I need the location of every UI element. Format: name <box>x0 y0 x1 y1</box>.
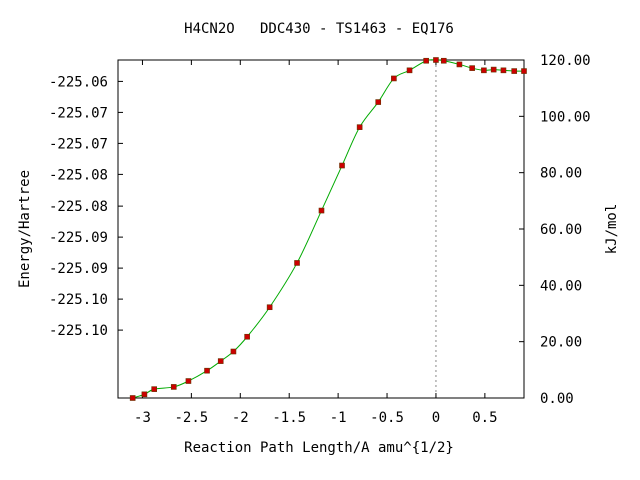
x-tick-label: -1 <box>330 410 347 426</box>
y-tick-label: -225.10 <box>49 292 108 308</box>
data-point <box>521 68 527 74</box>
y2-axis-label: kJ/mol <box>604 204 620 255</box>
y2-tick-label: 100.00 <box>540 109 591 125</box>
x-axis-ticks: -3 -2.5 -2 -1.5 -1 -0.5 0 0.5 <box>134 60 498 426</box>
y-tick-label: -225.07 <box>49 136 108 152</box>
data-point <box>230 348 237 355</box>
data-point <box>141 391 148 398</box>
y2-tick-label: 80.00 <box>540 166 582 182</box>
x-tick-label: 0.5 <box>472 410 497 426</box>
data-point <box>490 66 497 73</box>
y2-axis-ticks: 0.00 20.00 40.00 60.00 80.00 100.00 120.00 <box>519 53 591 407</box>
y2-tick-label: 40.00 <box>540 278 582 294</box>
x-tick-label: -0.5 <box>370 410 404 426</box>
data-point <box>469 65 475 71</box>
x-tick-label: -2.5 <box>175 410 209 426</box>
x-tick-label: -2 <box>232 410 249 426</box>
data-point <box>217 358 224 364</box>
y-tick-label: -225.06 <box>49 74 108 90</box>
data-point <box>391 75 397 82</box>
data-point <box>204 367 210 374</box>
data-point <box>456 61 463 68</box>
data-point <box>129 395 136 401</box>
data-point <box>423 57 429 64</box>
x-tick-label: -1.5 <box>272 410 306 426</box>
x-tick-label: 0 <box>432 410 440 426</box>
y2-tick-label: 20.00 <box>540 335 582 351</box>
data-point <box>185 378 192 384</box>
data-points <box>129 57 527 401</box>
plot-frame <box>117 59 525 399</box>
y-tick-label: -225.09 <box>49 261 108 277</box>
y-tick-label: -225.08 <box>49 199 108 215</box>
y-axis-label: Energy/Hartree <box>17 170 33 288</box>
data-point <box>356 124 363 130</box>
data-point <box>294 260 300 266</box>
data-point <box>244 333 250 340</box>
y-tick-label: -225.08 <box>49 167 108 183</box>
data-point <box>406 67 413 74</box>
chart-title: H4CN2O DDC430 - TS1463 - EQ176 <box>184 21 454 37</box>
y2-tick-label: 0.00 <box>540 391 574 407</box>
data-point <box>433 57 439 63</box>
data-point <box>511 68 518 74</box>
data-point <box>266 304 273 311</box>
data-point <box>151 386 157 392</box>
data-point <box>170 384 177 390</box>
data-point <box>500 67 507 74</box>
data-point <box>318 207 325 214</box>
data-point <box>375 99 382 105</box>
energy-curve <box>132 59 525 399</box>
y-tick-label: -225.10 <box>49 323 108 339</box>
y2-tick-label: 60.00 <box>540 222 582 238</box>
data-point <box>440 57 447 64</box>
y-tick-label: -225.09 <box>49 230 108 246</box>
data-point <box>339 162 345 169</box>
y-tick-label: -225.07 <box>49 105 108 121</box>
x-tick-label: -3 <box>134 410 151 426</box>
data-point <box>481 67 487 74</box>
y-axis-ticks: -225.06 -225.07 -225.07 -225.08 -225.08 -225.… <box>49 74 123 339</box>
x-axis-label: Reaction Path Length/A amu^{1/2} <box>184 440 454 456</box>
y2-tick-label: 120.00 <box>540 53 591 69</box>
